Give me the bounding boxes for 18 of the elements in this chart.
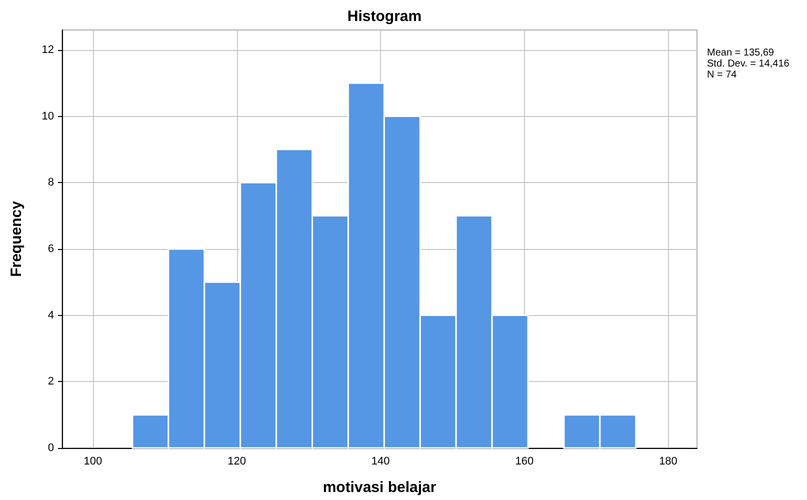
- y-tick-label: 2: [48, 376, 54, 388]
- x-tick-label: 100: [84, 456, 102, 468]
- x-tick-label: 120: [228, 456, 246, 468]
- x-tick-label: 140: [371, 456, 390, 468]
- text: Std. Dev. = 14,416: [707, 58, 790, 70]
- y-tick-label: 4: [48, 309, 54, 322]
- y-tick-label: 10: [42, 110, 54, 122]
- y-tick-label: 12: [42, 44, 54, 56]
- text: Mean = 135,69: [707, 48, 774, 58]
- y-tick-label: 8: [48, 176, 54, 189]
- text: N = 74: [707, 70, 738, 80]
- x-tick-label: 160: [515, 456, 534, 468]
- x-tick-label: 180: [659, 456, 678, 468]
- y-axis-title: Frequency: [8, 200, 25, 277]
- y-tick-label: 6: [48, 242, 54, 255]
- x-axis-title: motivasi belajar: [322, 479, 436, 496]
- y-tick-label: 0: [48, 442, 54, 454]
- chart-title: Histogram: [347, 8, 422, 25]
